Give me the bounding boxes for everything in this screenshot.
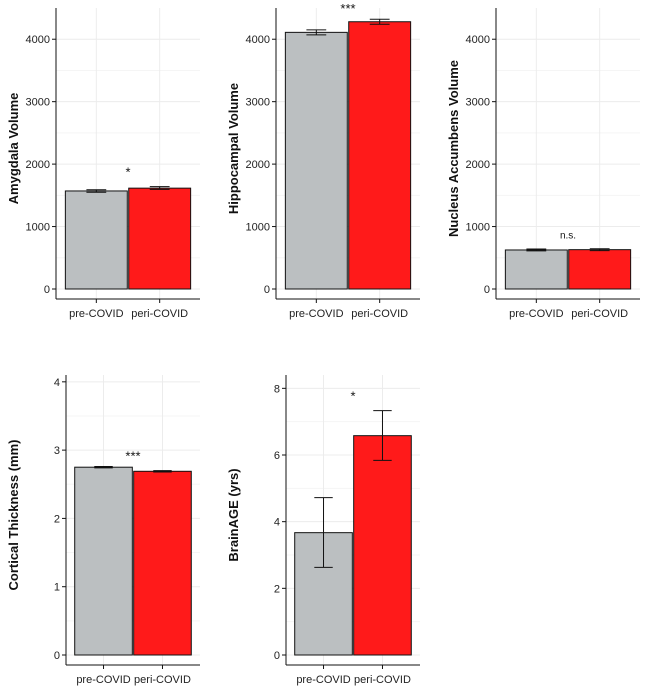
significance-marker: *** xyxy=(125,449,140,464)
y-tick-label: 2000 xyxy=(466,159,490,171)
y-axis-label: BrainAGE (yrs) xyxy=(226,468,241,561)
bar-peri-covid xyxy=(133,470,192,656)
y-tick-label: 4 xyxy=(274,517,280,529)
y-axis-label: Cortical Thickness (mm) xyxy=(6,440,21,591)
y-tick-label: 0 xyxy=(264,284,270,296)
y-tick-label: 3000 xyxy=(26,97,50,109)
bar-pre-covid xyxy=(284,31,348,290)
bar-pre-covid xyxy=(504,249,568,290)
x-tick-label: peri-COVID xyxy=(131,308,188,320)
x-tick-label: peri-COVID xyxy=(571,308,628,320)
y-tick-label: 1000 xyxy=(26,222,50,234)
y-tick-label: 3000 xyxy=(466,97,490,109)
y-tick-label: 6 xyxy=(274,450,280,462)
bar-peri-covid xyxy=(353,435,412,656)
chart-panel: 0 1000 2000 3000 4000 pre-COVID peri-COVID Hipp… xyxy=(226,1,420,320)
chart-panel: 0 1 2 3 4 pre-COVID peri-COVID Cortical Thickne… xyxy=(6,375,200,686)
y-axis-label: Hippocampal Volume xyxy=(226,83,241,214)
y-tick-label: 8 xyxy=(274,383,280,395)
y-tick-label: 2 xyxy=(54,513,60,525)
bar-peri-covid xyxy=(128,187,192,290)
y-tick-label: 0 xyxy=(484,284,490,296)
y-tick-label: 1000 xyxy=(466,222,490,234)
y-tick-label: 2000 xyxy=(26,159,50,171)
y-tick-label: 1000 xyxy=(246,222,270,234)
y-tick-label: 3000 xyxy=(246,97,270,109)
x-tick-label: pre-COVID xyxy=(509,308,563,320)
y-tick-label: 4000 xyxy=(26,34,50,46)
significance-marker: *** xyxy=(340,1,355,16)
y-tick-label: 2 xyxy=(274,583,280,595)
significance-marker: * xyxy=(125,165,130,180)
significance-marker: * xyxy=(350,389,355,404)
x-tick-label: peri-COVID xyxy=(134,674,191,686)
bar-pre-covid xyxy=(64,190,128,290)
y-tick-label: 0 xyxy=(274,650,280,662)
bar-pre-covid xyxy=(74,466,133,656)
y-tick-label: 1 xyxy=(54,582,60,594)
x-tick-label: pre-COVID xyxy=(289,308,343,320)
y-tick-label: 0 xyxy=(54,650,60,662)
chart-panel: 0 2 4 6 8 pre-COVID peri-COVID BrainAGE (yrs) * xyxy=(226,375,420,686)
bar-peri-covid xyxy=(568,249,632,290)
y-tick-label: 4000 xyxy=(466,34,490,46)
y-tick-label: 3 xyxy=(54,445,60,457)
y-tick-label: 4000 xyxy=(246,34,270,46)
x-tick-label: pre-COVID xyxy=(69,308,123,320)
y-axis-label: Amygdala Volume xyxy=(6,93,21,205)
x-tick-label: pre-COVID xyxy=(76,674,130,686)
x-tick-label: peri-COVID xyxy=(351,308,408,320)
y-tick-label: 4 xyxy=(54,377,60,389)
y-tick-label: 2000 xyxy=(246,159,270,171)
x-tick-label: pre-COVID xyxy=(296,674,350,686)
x-tick-label: peri-COVID xyxy=(354,674,411,686)
y-tick-label: 0 xyxy=(44,284,50,296)
significance-marker: n.s. xyxy=(560,231,576,242)
chart-panel: 0 1000 2000 3000 4000 pre-COVID peri-COVID Nucl… xyxy=(446,8,640,320)
bar-peri-covid xyxy=(348,21,412,290)
chart-panel: 0 1000 2000 3000 4000 pre-COVID peri-COVID Amyg… xyxy=(6,8,200,320)
y-axis-label: Nucleus Accumbens Volume xyxy=(446,60,461,237)
